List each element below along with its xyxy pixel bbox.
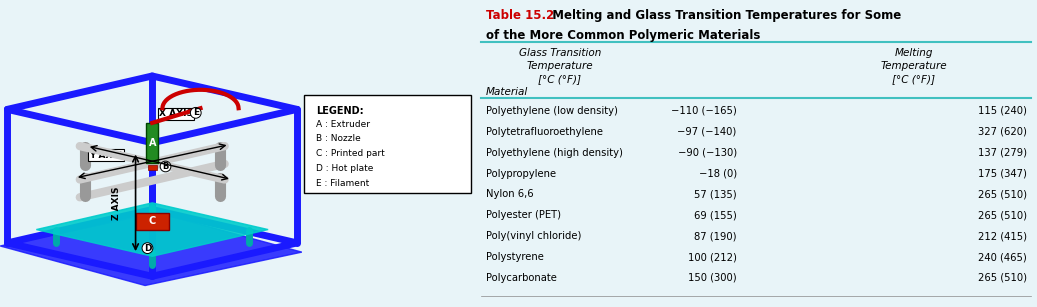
Text: Polyester (PET): Polyester (PET) <box>485 210 561 220</box>
Text: 265 (510): 265 (510) <box>978 273 1027 283</box>
Text: Polyethylene (low density): Polyethylene (low density) <box>485 106 618 116</box>
Text: D: D <box>144 244 151 253</box>
FancyBboxPatch shape <box>136 213 169 230</box>
Text: Polycarbonate: Polycarbonate <box>485 273 557 283</box>
Text: −18 (0): −18 (0) <box>699 169 736 179</box>
Text: of the More Common Polymeric Materials: of the More Common Polymeric Materials <box>485 29 760 42</box>
Text: 240 (465): 240 (465) <box>978 252 1027 262</box>
Text: −97 (−140): −97 (−140) <box>677 127 736 137</box>
Text: Z AXIS: Z AXIS <box>112 186 121 220</box>
Text: −90 (−130): −90 (−130) <box>677 148 736 158</box>
Text: 69 (155): 69 (155) <box>694 210 736 220</box>
FancyBboxPatch shape <box>305 95 471 193</box>
Text: 327 (620): 327 (620) <box>978 127 1027 137</box>
Text: LEGEND:: LEGEND: <box>316 106 364 116</box>
Text: Polytetrafluoroethylene: Polytetrafluoroethylene <box>485 127 602 137</box>
Text: A: A <box>148 138 156 148</box>
Text: B : Nozzle: B : Nozzle <box>316 134 361 143</box>
Text: E: E <box>193 108 199 117</box>
Text: 100 (212): 100 (212) <box>688 252 736 262</box>
Text: Polystyrene: Polystyrene <box>485 252 543 262</box>
Text: 137 (279): 137 (279) <box>978 148 1027 158</box>
Text: 175 (347): 175 (347) <box>978 169 1027 179</box>
Text: X AXIS: X AXIS <box>159 109 193 118</box>
Text: 265 (510): 265 (510) <box>978 189 1027 200</box>
Polygon shape <box>0 212 302 286</box>
Text: A : Extruder: A : Extruder <box>316 120 370 129</box>
Text: 115 (240): 115 (240) <box>978 106 1027 116</box>
Text: Polyethylene (high density): Polyethylene (high density) <box>485 148 622 158</box>
Polygon shape <box>36 203 269 256</box>
Text: 212 (415): 212 (415) <box>978 231 1027 241</box>
Text: Table 15.2: Table 15.2 <box>485 9 554 21</box>
Text: E : Filament: E : Filament <box>316 179 369 188</box>
Text: C : Printed part: C : Printed part <box>316 149 385 158</box>
FancyBboxPatch shape <box>146 123 159 163</box>
Text: 87 (190): 87 (190) <box>694 231 736 241</box>
Text: Poly(vinyl chloride): Poly(vinyl chloride) <box>485 231 581 241</box>
Text: Nylon 6,6: Nylon 6,6 <box>485 189 533 200</box>
Text: −110 (−165): −110 (−165) <box>671 106 736 116</box>
FancyBboxPatch shape <box>148 165 157 170</box>
Text: 150 (300): 150 (300) <box>689 273 736 283</box>
Text: B: B <box>163 162 169 171</box>
Text: 57 (135): 57 (135) <box>694 189 736 200</box>
Text: Melting
Temperature
[°C (°F)]: Melting Temperature [°C (°F)] <box>880 48 947 84</box>
Text: C: C <box>148 216 156 226</box>
Text: Material: Material <box>485 87 528 98</box>
Text: Glass Transition
Temperature
[°C (°F)]: Glass Transition Temperature [°C (°F)] <box>518 48 601 84</box>
Text: 265 (510): 265 (510) <box>978 210 1027 220</box>
Text: D : Hot plate: D : Hot plate <box>316 164 373 173</box>
Text: Y AXIS: Y AXIS <box>89 151 122 160</box>
Text: Polypropylene: Polypropylene <box>485 169 556 179</box>
Text: Melting and Glass Transition Temperatures for Some: Melting and Glass Transition Temperature… <box>544 9 901 21</box>
